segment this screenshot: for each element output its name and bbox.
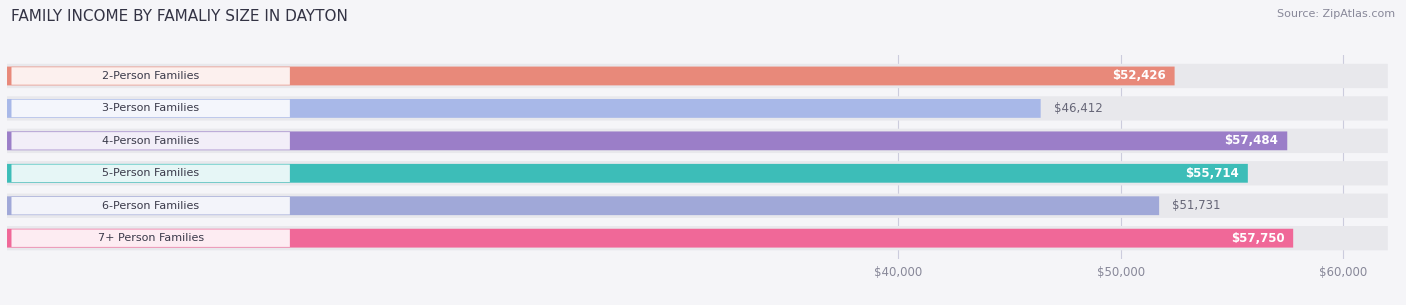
Text: $55,714: $55,714 — [1185, 167, 1239, 180]
Text: $51,731: $51,731 — [1173, 199, 1220, 212]
Text: $46,412: $46,412 — [1054, 102, 1102, 115]
FancyBboxPatch shape — [7, 129, 1388, 153]
FancyBboxPatch shape — [7, 64, 1388, 88]
Text: FAMILY INCOME BY FAMALIY SIZE IN DAYTON: FAMILY INCOME BY FAMALIY SIZE IN DAYTON — [11, 9, 349, 24]
Text: $52,426: $52,426 — [1112, 70, 1166, 82]
FancyBboxPatch shape — [7, 196, 1159, 215]
Text: Source: ZipAtlas.com: Source: ZipAtlas.com — [1277, 9, 1395, 19]
FancyBboxPatch shape — [7, 66, 1174, 85]
FancyBboxPatch shape — [7, 99, 1040, 118]
Text: $57,484: $57,484 — [1225, 135, 1278, 147]
FancyBboxPatch shape — [11, 229, 290, 247]
FancyBboxPatch shape — [7, 131, 1288, 150]
FancyBboxPatch shape — [11, 164, 290, 182]
Text: 6-Person Families: 6-Person Families — [103, 201, 200, 211]
FancyBboxPatch shape — [11, 100, 290, 117]
FancyBboxPatch shape — [11, 197, 290, 214]
FancyBboxPatch shape — [7, 96, 1388, 120]
FancyBboxPatch shape — [7, 194, 1388, 218]
Text: $57,750: $57,750 — [1230, 232, 1284, 245]
Text: 7+ Person Families: 7+ Person Families — [97, 233, 204, 243]
FancyBboxPatch shape — [7, 164, 1249, 183]
Text: 5-Person Families: 5-Person Families — [103, 168, 200, 178]
Text: 2-Person Families: 2-Person Families — [103, 71, 200, 81]
FancyBboxPatch shape — [7, 226, 1388, 250]
Text: 3-Person Families: 3-Person Families — [103, 103, 200, 113]
Text: 4-Person Families: 4-Person Families — [103, 136, 200, 146]
FancyBboxPatch shape — [7, 229, 1294, 248]
FancyBboxPatch shape — [7, 161, 1388, 185]
FancyBboxPatch shape — [11, 67, 290, 85]
FancyBboxPatch shape — [11, 132, 290, 150]
